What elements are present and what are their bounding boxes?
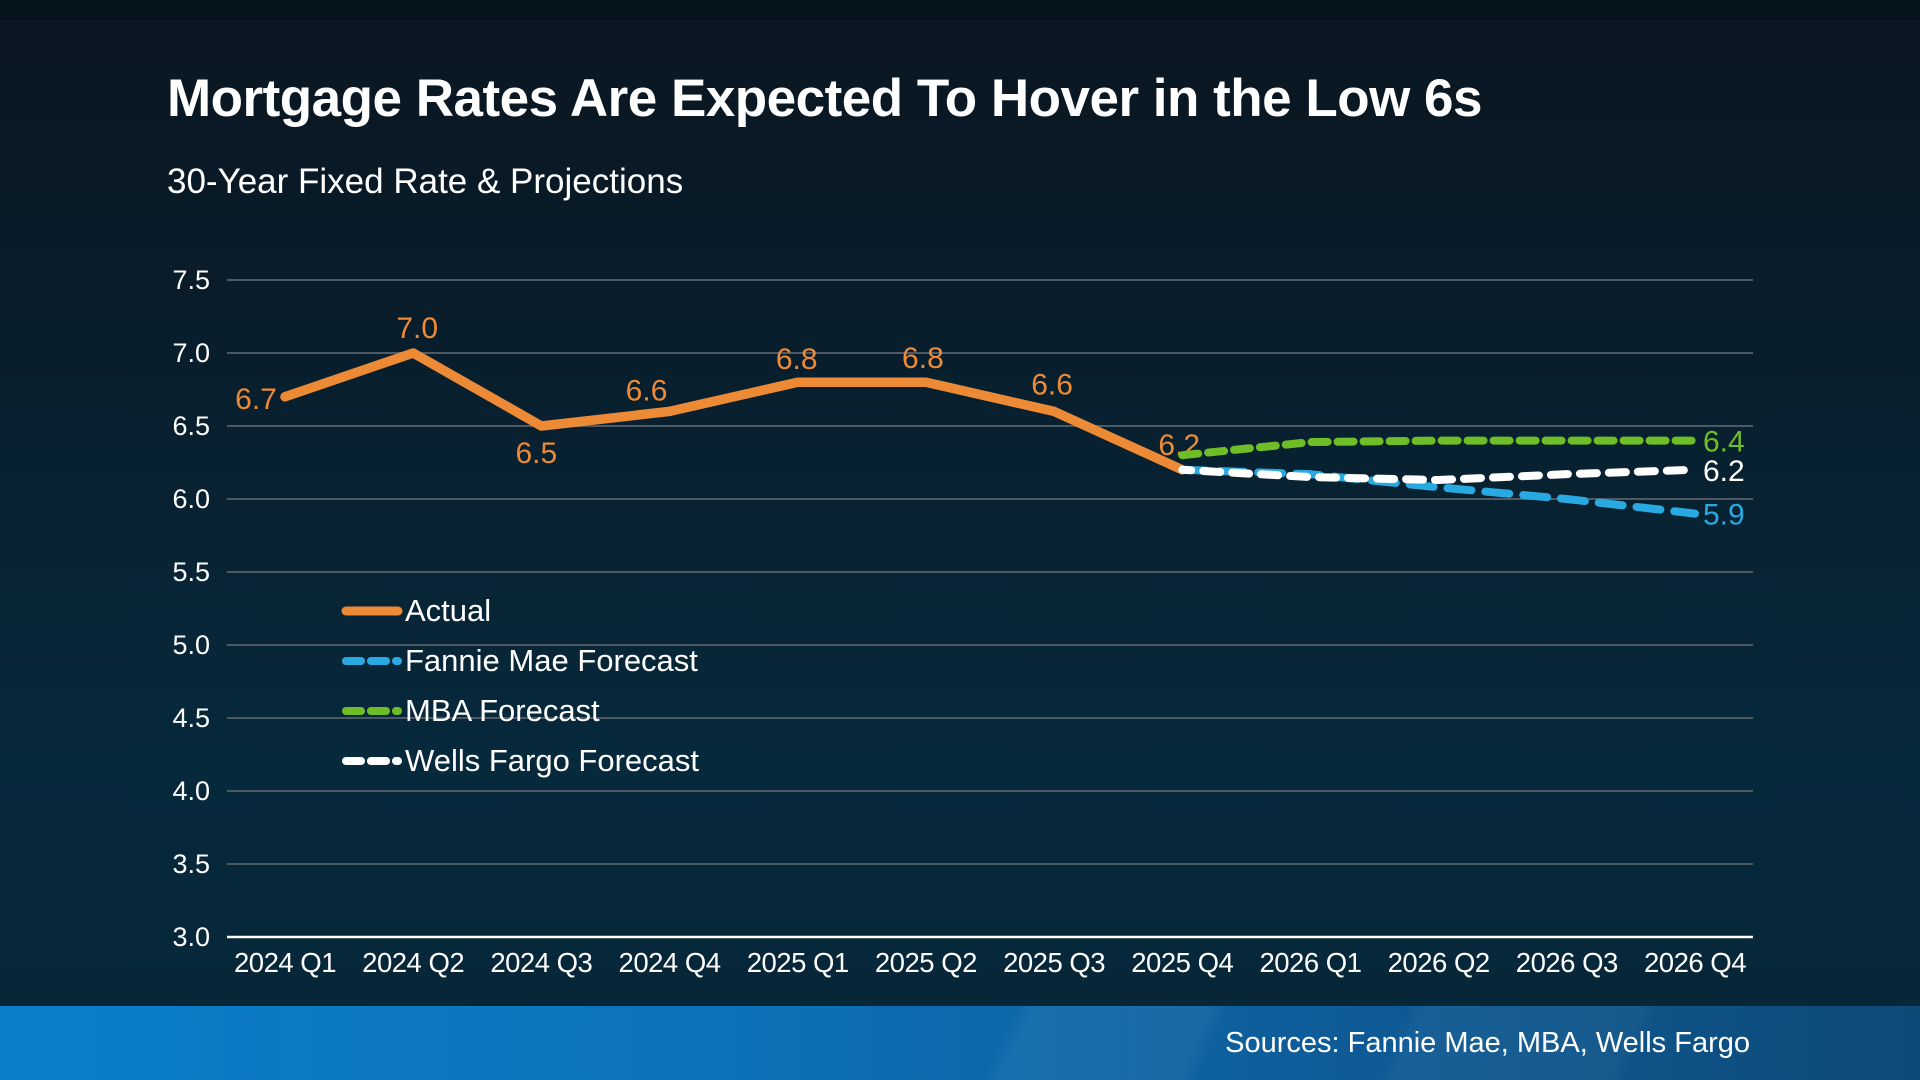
y-tick-label: 4.0 [172, 776, 210, 806]
legend-item-actual: Actual [341, 586, 699, 636]
legend-item-fannie-mae-forecast: Fannie Mae Forecast [341, 636, 699, 686]
x-tick-label: 2026 Q3 [1516, 947, 1618, 978]
legend-swatch-wells-fargo-forecast [342, 757, 402, 765]
x-tick-label: 2024 Q2 [362, 947, 464, 978]
y-tick-label: 7.0 [172, 338, 210, 368]
end-label-fannie-mae-forecast: 5.9 [1703, 499, 1745, 532]
series-line-mba-forecast [1178, 436, 1699, 460]
top-strip [0, 0, 1920, 20]
page-title: Mortgage Rates Are Expected To Hover in … [167, 69, 1483, 128]
x-tick-label: 2025 Q2 [875, 947, 977, 978]
page-subtitle: 30-Year Fixed Rate & Projections [167, 162, 684, 201]
legend-item-mba-forecast: MBA Forecast [341, 686, 699, 736]
y-tick-label: 6.0 [172, 484, 210, 514]
y-tick-label: 5.0 [172, 630, 210, 660]
footer-bar: Sources: Fannie Mae, MBA, Wells Fargo [0, 1006, 1920, 1080]
end-label-mba-forecast: 6.4 [1703, 426, 1745, 459]
source-note: Sources: Fannie Mae, MBA, Wells Fargo [1225, 1027, 1750, 1059]
chart-legend: Actual Fannie Mae Forecast MBA Forecast Wel… [341, 586, 699, 786]
point-label-actual: 6.6 [626, 374, 668, 407]
x-tick-label: 2024 Q3 [490, 947, 592, 978]
x-tick-label: 2026 Q1 [1259, 947, 1361, 978]
end-label-wells-fargo-forecast: 6.2 [1703, 455, 1745, 488]
legend-swatch-fannie-mae-forecast [342, 657, 402, 665]
point-label-actual: 6.6 [1031, 368, 1073, 401]
y-tick-label: 3.5 [172, 849, 210, 879]
series-line-wells-fargo-forecast [1178, 465, 1699, 485]
legend-label: Wells Fargo Forecast [405, 743, 700, 778]
x-tick-label: 2026 Q4 [1644, 947, 1746, 978]
point-label-actual: 7.0 [396, 312, 438, 345]
legend-label: MBA Forecast [405, 693, 600, 728]
x-tick-label: 2024 Q4 [619, 947, 721, 978]
x-tick-label: 2025 Q4 [1131, 947, 1233, 978]
y-tick-label: 4.5 [172, 703, 210, 733]
y-tick-label: 7.5 [172, 265, 210, 295]
x-tick-label: 2026 Q2 [1388, 947, 1490, 978]
series-line-actual [280, 348, 1188, 475]
legend-swatch-mba-forecast [342, 707, 402, 715]
point-label-actual: 6.5 [516, 437, 558, 470]
legend-label: Fannie Mae Forecast [405, 643, 698, 678]
legend-swatch-actual [341, 606, 403, 616]
legend-label: Actual [405, 593, 492, 628]
x-tick-label: 2025 Q1 [747, 947, 849, 978]
point-label-actual: 6.7 [235, 383, 277, 416]
x-tick-label: 2024 Q1 [234, 947, 336, 978]
x-tick-label: 2025 Q3 [1003, 947, 1105, 978]
point-label-actual: 6.8 [776, 343, 818, 376]
point-label-actual: 6.8 [902, 342, 944, 375]
y-tick-label: 3.0 [172, 922, 210, 952]
y-tick-label: 5.5 [172, 557, 210, 587]
legend-item-wells-fargo-forecast: Wells Fargo Forecast [341, 736, 699, 786]
y-tick-label: 6.5 [172, 411, 210, 441]
